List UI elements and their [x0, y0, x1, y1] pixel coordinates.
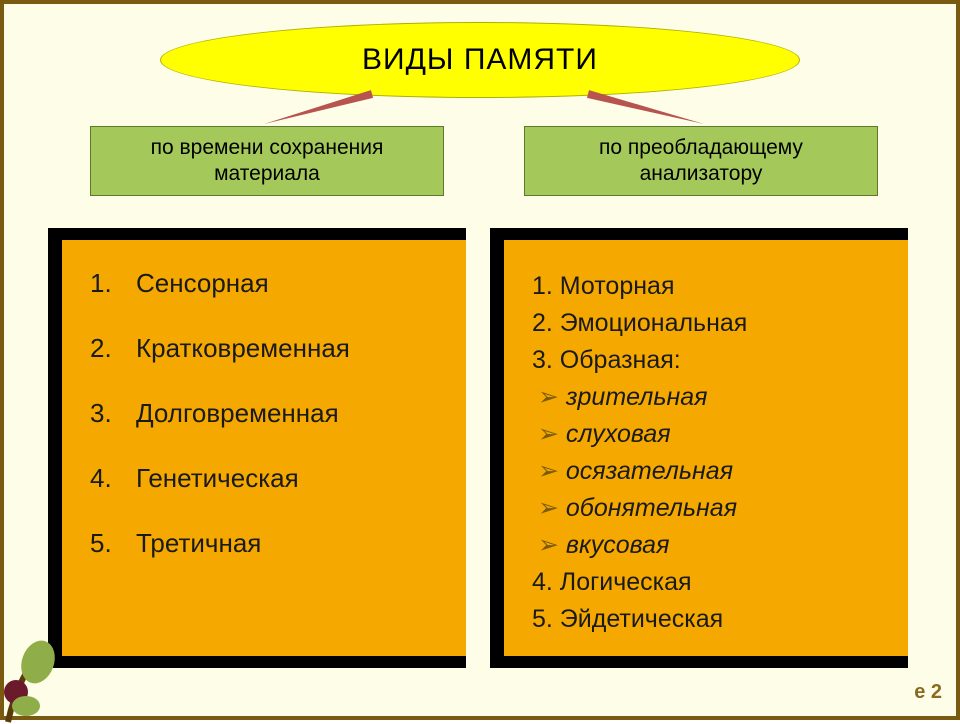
right-sublist-item: ➢ вкусовая: [532, 527, 888, 564]
category-right-line2: анализатору: [640, 162, 763, 185]
list-panel-left: Сенсорная Кратковременная Долговременная Ге…: [62, 228, 466, 668]
title-ellipse: ВИДЫ ПАМЯТИ: [160, 22, 800, 98]
right-list-item: Моторная: [532, 268, 888, 305]
left-ordered-list: Сенсорная Кратковременная Долговременная Ге…: [90, 268, 446, 559]
right-list-item: Логическая: [532, 564, 888, 601]
category-box-right: по преобладающему анализатору: [524, 126, 878, 196]
category-box-left: по времени сохранения материала: [90, 126, 444, 196]
slide: ВИДЫ ПАМЯТИ по времени сохранения матери…: [0, 0, 960, 720]
right-list-item: Эмоциональная: [532, 305, 888, 342]
title-text: ВИДЫ ПАМЯТИ: [362, 43, 598, 77]
connector-left-shape: [264, 90, 373, 124]
left-list-item: Третичная: [90, 528, 446, 559]
left-list-item: Кратковременная: [90, 333, 446, 364]
right-list-item: Эйдетическая: [532, 601, 888, 638]
right-sublist-item: ➢ зрительная: [532, 379, 888, 416]
right-list-item: Образная:: [532, 342, 888, 379]
category-left-line1: по времени сохранения: [151, 136, 384, 159]
left-list-item: Сенсорная: [90, 268, 446, 299]
category-right-line1: по преобладающему: [599, 136, 803, 159]
list-panel-right: МоторнаяЭмоциональнаяОбразная:➢ зрительн…: [504, 228, 908, 668]
right-list-content: МоторнаяЭмоциональнаяОбразная:➢ зрительн…: [532, 268, 888, 638]
right-sublist-item: ➢ осязательная: [532, 453, 888, 490]
left-list-item: Генетическая: [90, 463, 446, 494]
right-sublist-item: ➢ обонятельная: [532, 490, 888, 527]
page-number: е 2: [914, 681, 942, 704]
category-left-line2: материала: [214, 162, 320, 185]
category-left-label: по времени сохранения материала: [151, 135, 384, 188]
connector-right-shape: [587, 90, 704, 124]
category-right-label: по преобладающему анализатору: [599, 135, 803, 188]
left-list-item: Долговременная: [90, 398, 446, 429]
right-sublist-item: ➢ слуховая: [532, 416, 888, 453]
